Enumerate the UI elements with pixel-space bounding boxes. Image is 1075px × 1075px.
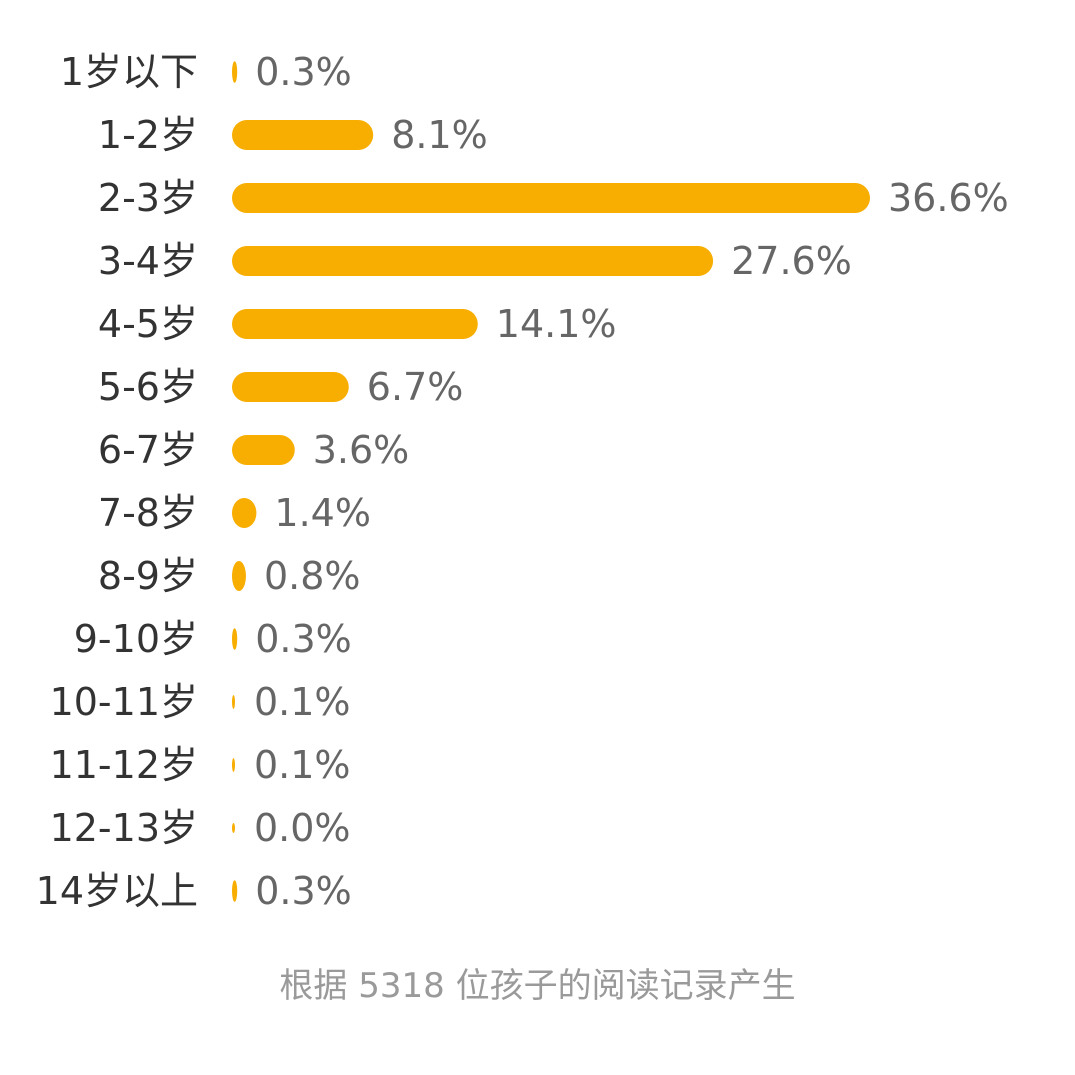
bar	[232, 183, 870, 213]
value-label: 0.3%	[255, 617, 352, 661]
category-label: 11-12岁	[50, 743, 198, 787]
category-label: 1岁以下	[60, 50, 198, 94]
bar	[232, 61, 238, 83]
bar	[232, 823, 235, 833]
bar	[232, 372, 349, 402]
chart-footnote: 根据 5318 位孩子的阅读记录产生	[279, 966, 796, 1006]
category-label: 12-13岁	[50, 806, 198, 850]
category-label: 8-9岁	[98, 554, 198, 598]
bar	[232, 561, 246, 591]
category-label: 1-2岁	[98, 113, 198, 157]
value-label: 0.3%	[255, 869, 352, 913]
value-label: 0.3%	[255, 50, 352, 94]
bar	[232, 498, 257, 528]
category-label: 6-7岁	[98, 428, 198, 472]
category-label: 3-4岁	[98, 239, 198, 283]
bar	[232, 120, 374, 150]
bar	[232, 628, 238, 650]
category-label: 7-8岁	[98, 491, 198, 535]
bar	[232, 758, 235, 772]
bar	[232, 880, 238, 902]
value-label: 3.6%	[313, 428, 410, 472]
value-label: 0.1%	[254, 743, 351, 787]
bar	[232, 309, 478, 339]
value-label: 0.0%	[254, 806, 351, 850]
bar	[232, 435, 295, 465]
category-label: 2-3岁	[98, 176, 198, 220]
value-label: 8.1%	[391, 113, 488, 157]
bar	[232, 246, 714, 276]
category-label: 9-10岁	[74, 617, 198, 661]
value-label: 0.8%	[264, 554, 361, 598]
category-label: 4-5岁	[98, 302, 198, 346]
bar	[232, 695, 235, 709]
value-label: 0.1%	[254, 680, 351, 724]
category-label: 5-6岁	[98, 365, 198, 409]
value-label: 6.7%	[367, 365, 464, 409]
value-label: 1.4%	[274, 491, 371, 535]
value-label: 27.6%	[731, 239, 852, 283]
category-label: 10-11岁	[50, 680, 198, 724]
value-label: 36.6%	[888, 176, 1009, 220]
value-label: 14.1%	[496, 302, 617, 346]
category-label: 14岁以上	[36, 869, 198, 913]
